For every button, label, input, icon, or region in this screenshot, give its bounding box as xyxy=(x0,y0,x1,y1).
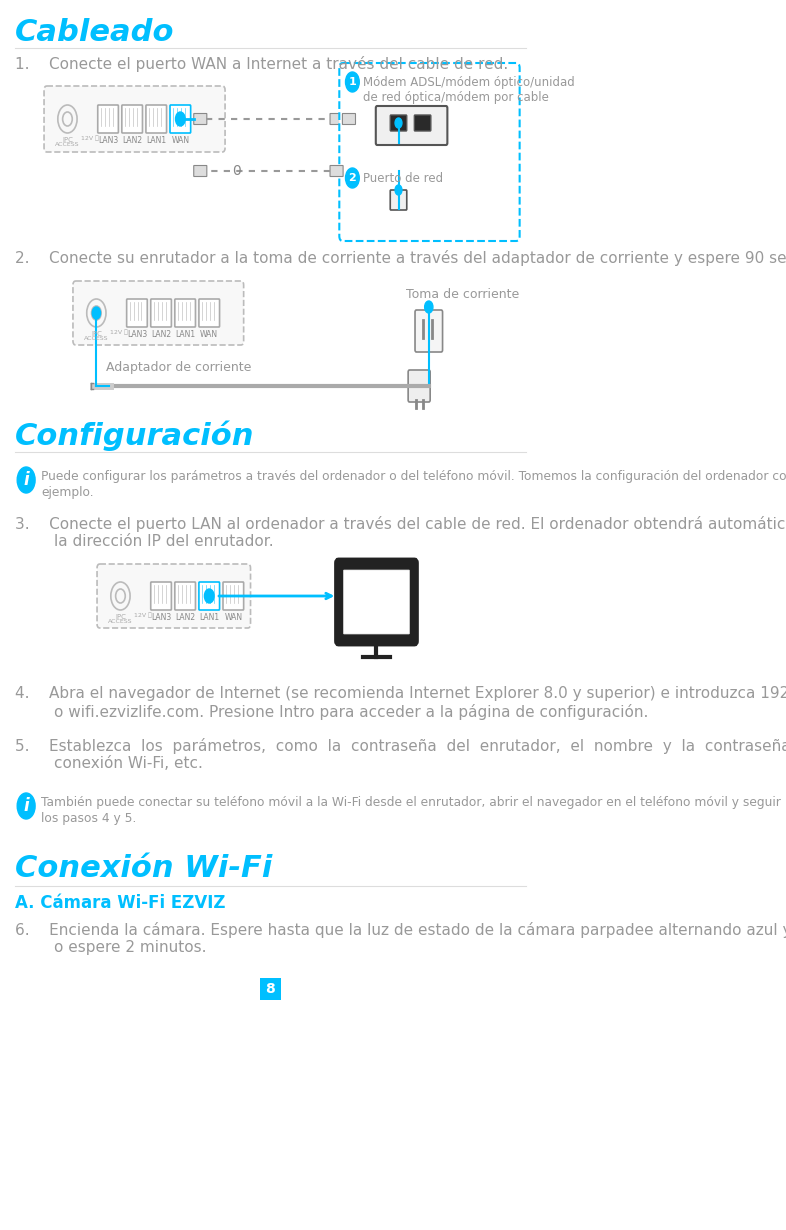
FancyBboxPatch shape xyxy=(193,166,207,176)
Text: 5.    Establezca  los  parámetros,  como  la  contraseña  del  enrutador,  el  n: 5. Establezca los parámetros, como la co… xyxy=(15,738,786,754)
FancyBboxPatch shape xyxy=(97,565,251,629)
FancyBboxPatch shape xyxy=(199,582,219,610)
Text: Adaptador de corriente: Adaptador de corriente xyxy=(106,360,252,374)
FancyBboxPatch shape xyxy=(343,569,410,633)
Text: LAN1: LAN1 xyxy=(199,613,219,622)
Circle shape xyxy=(175,112,185,125)
FancyBboxPatch shape xyxy=(151,582,171,610)
FancyBboxPatch shape xyxy=(193,113,207,124)
Circle shape xyxy=(395,118,402,128)
FancyBboxPatch shape xyxy=(151,299,171,327)
FancyBboxPatch shape xyxy=(408,370,430,402)
Text: 6.    Encienda la cámara. Espere hasta que la luz de estado de la cámara parpade: 6. Encienda la cámara. Espere hasta que … xyxy=(15,922,786,938)
Circle shape xyxy=(424,301,433,312)
FancyBboxPatch shape xyxy=(146,105,167,133)
Text: LAN2: LAN2 xyxy=(122,137,142,145)
Circle shape xyxy=(17,467,35,493)
Text: Cableado: Cableado xyxy=(15,18,174,47)
FancyBboxPatch shape xyxy=(122,105,142,133)
Text: LAN3: LAN3 xyxy=(127,330,147,339)
FancyBboxPatch shape xyxy=(336,560,417,645)
Text: LAN2: LAN2 xyxy=(175,613,195,622)
Text: o wifi.ezvizlife.com. Presione Intro para acceder a la página de configuración.: o wifi.ezvizlife.com. Presione Intro par… xyxy=(15,704,648,720)
Text: Conexión Wi-Fi: Conexión Wi-Fi xyxy=(15,854,273,883)
Text: conexión Wi-Fi, etc.: conexión Wi-Fi, etc. xyxy=(15,756,203,771)
Text: Puede configurar los parámetros a través del ordenador o del teléfono móvil. Tom: Puede configurar los parámetros a través… xyxy=(42,470,786,483)
Text: Toma de corriente: Toma de corriente xyxy=(406,288,520,301)
Circle shape xyxy=(17,793,35,819)
FancyBboxPatch shape xyxy=(414,114,431,132)
FancyBboxPatch shape xyxy=(390,114,407,132)
Text: WAN: WAN xyxy=(171,137,189,145)
Text: También puede conectar su teléfono móvil a la Wi-Fi desde el enrutador, abrir el: También puede conectar su teléfono móvil… xyxy=(42,796,781,809)
Text: 3.    Conecte el puerto LAN al ordenador a través del cable de red. El ordenador: 3. Conecte el puerto LAN al ordenador a … xyxy=(15,517,786,533)
Text: Módem ADSL/módem óptico/unidad: Módem ADSL/módem óptico/unidad xyxy=(363,76,575,89)
Text: IPC: IPC xyxy=(62,137,73,143)
Text: ACCESS: ACCESS xyxy=(84,336,108,341)
Text: 12V ⎓: 12V ⎓ xyxy=(134,613,152,617)
Text: 4.    Abra el navegador de Internet (se recomienda Internet Explorer 8.0 y super: 4. Abra el navegador de Internet (se rec… xyxy=(15,686,786,701)
FancyBboxPatch shape xyxy=(330,113,343,124)
FancyBboxPatch shape xyxy=(260,978,281,1000)
FancyBboxPatch shape xyxy=(170,105,191,133)
Text: i: i xyxy=(24,797,29,815)
Text: i: i xyxy=(24,471,29,490)
Text: 0: 0 xyxy=(232,164,241,178)
Text: 1.    Conecte el puerto WAN a Internet a través del cable de red.: 1. Conecte el puerto WAN a Internet a tr… xyxy=(15,57,509,73)
Circle shape xyxy=(92,308,101,319)
FancyBboxPatch shape xyxy=(199,299,219,327)
FancyBboxPatch shape xyxy=(343,113,355,124)
Text: 12V ⎓: 12V ⎓ xyxy=(81,135,99,140)
FancyBboxPatch shape xyxy=(73,280,244,344)
Text: ejemplo.: ejemplo. xyxy=(42,486,94,499)
Text: 8: 8 xyxy=(266,982,275,996)
Text: WAN: WAN xyxy=(224,613,242,622)
Text: 1: 1 xyxy=(348,77,356,87)
FancyBboxPatch shape xyxy=(127,299,147,327)
Text: de red óptica/módem por cable: de red óptica/módem por cable xyxy=(363,91,549,105)
Text: WAN: WAN xyxy=(200,330,219,339)
Text: la dirección IP del enrutador.: la dirección IP del enrutador. xyxy=(15,534,274,549)
FancyBboxPatch shape xyxy=(44,86,225,153)
FancyBboxPatch shape xyxy=(376,106,447,145)
Text: IPC: IPC xyxy=(115,614,126,620)
Text: IPC: IPC xyxy=(91,331,102,337)
FancyBboxPatch shape xyxy=(390,189,407,210)
Text: Puerto de red: Puerto de red xyxy=(363,172,443,184)
FancyBboxPatch shape xyxy=(97,105,119,133)
Circle shape xyxy=(346,169,359,188)
Text: LAN1: LAN1 xyxy=(175,330,195,339)
FancyBboxPatch shape xyxy=(330,166,343,176)
Text: A. Cámara Wi-Fi EZVIZ: A. Cámara Wi-Fi EZVIZ xyxy=(15,894,226,911)
FancyBboxPatch shape xyxy=(415,310,443,352)
Text: los pasos 4 y 5.: los pasos 4 y 5. xyxy=(42,812,137,825)
Text: 2.    Conecte su enrutador a la toma de corriente a través del adaptador de corr: 2. Conecte su enrutador a la toma de cor… xyxy=(15,250,786,266)
Circle shape xyxy=(204,589,214,603)
Text: ACCESS: ACCESS xyxy=(55,141,79,148)
Text: ACCESS: ACCESS xyxy=(108,619,133,624)
Text: Configuración: Configuración xyxy=(15,419,255,450)
Text: LAN3: LAN3 xyxy=(151,613,171,622)
FancyBboxPatch shape xyxy=(174,299,196,327)
Text: LAN3: LAN3 xyxy=(98,137,118,145)
Text: LAN1: LAN1 xyxy=(146,137,167,145)
FancyBboxPatch shape xyxy=(223,582,244,610)
FancyBboxPatch shape xyxy=(174,582,196,610)
Circle shape xyxy=(395,184,402,196)
Text: 12V ⎓: 12V ⎓ xyxy=(110,328,128,335)
Text: 2: 2 xyxy=(348,173,356,183)
Text: o espere 2 minutos.: o espere 2 minutos. xyxy=(15,940,207,954)
Text: LAN2: LAN2 xyxy=(151,330,171,339)
Circle shape xyxy=(346,73,359,92)
FancyBboxPatch shape xyxy=(340,63,520,241)
